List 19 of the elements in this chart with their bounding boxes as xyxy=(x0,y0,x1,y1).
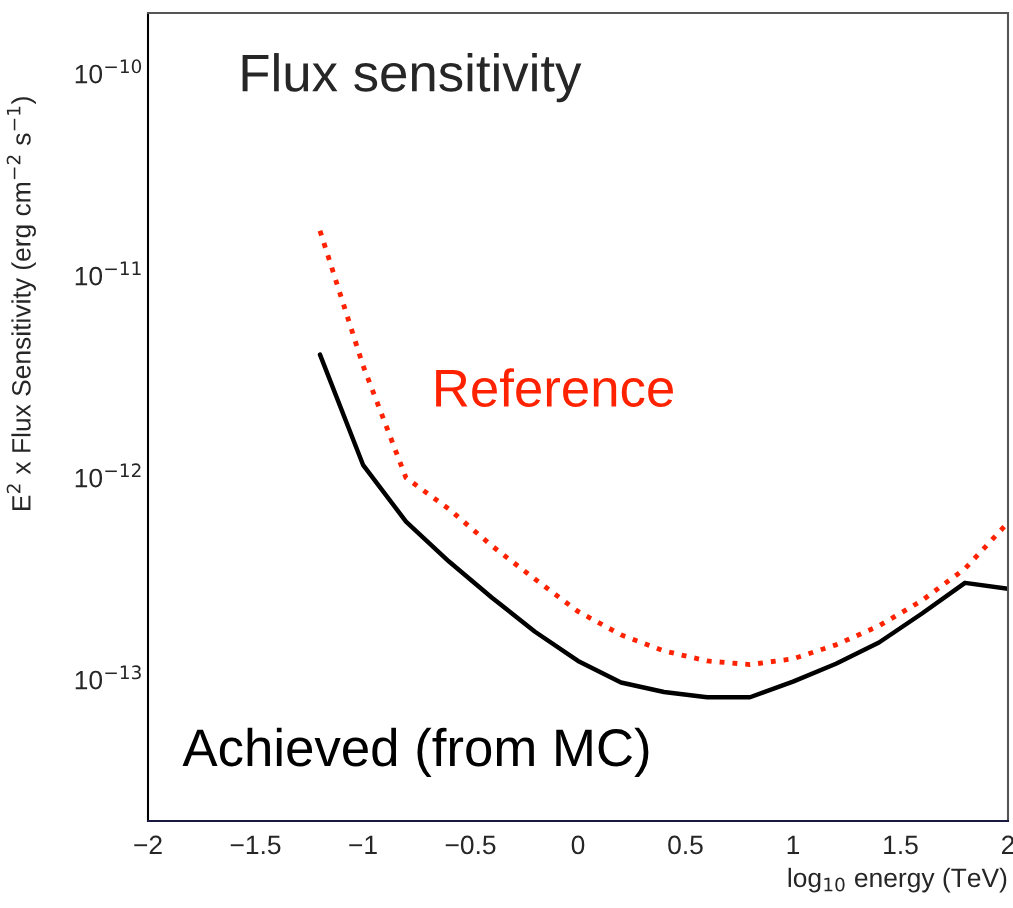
x-axis-title: log$_{10}$ energy (TeV) xyxy=(788,867,1007,893)
y-axis-title: E$^{2}$ x Flux Sensitivity (erg cm$^{−2}$ s$^{−1}$) xyxy=(6,97,36,511)
line-series xyxy=(317,352,1008,700)
x-tick-label: 0 xyxy=(571,835,585,855)
x-tick-label: −1 xyxy=(349,835,377,855)
text: Flux sensitivity xyxy=(242,53,582,103)
y-tick-label: 10$^{−12}$ xyxy=(75,463,141,488)
x-tick-label: −1.5 xyxy=(230,835,281,855)
series-label: Achieved (from MC) xyxy=(182,727,649,777)
y-tick-label: 10$^{−10}$ xyxy=(75,59,142,84)
x-tick-label: −0.5 xyxy=(445,835,496,855)
x-tick-label: −2 xyxy=(134,835,162,855)
line-series xyxy=(317,228,1008,667)
x-tick-label: 0.5 xyxy=(668,835,703,855)
y-tick-label: 10$^{−13}$ xyxy=(75,665,141,690)
x-tick-label: 1 xyxy=(787,835,800,855)
x-tick-label: 1.5 xyxy=(884,835,918,855)
y-tick-label: 10$^{−11}$ xyxy=(75,261,141,286)
series-label: Reference xyxy=(436,368,673,407)
